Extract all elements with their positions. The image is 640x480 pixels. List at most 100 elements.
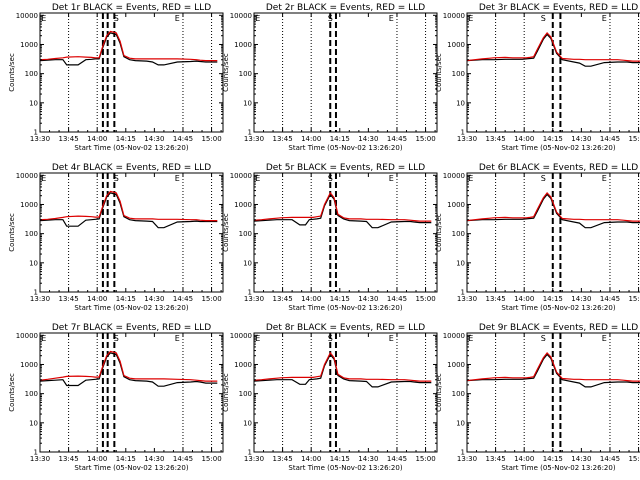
x-tick-label: 13:30 [457,455,477,463]
y-tick-label: 1000 [20,201,38,209]
x-tick-label: 14:15 [543,135,563,143]
y-tick-label: 10 [243,99,252,107]
region-letter: E [41,14,46,23]
x-tick-label: 14:00 [514,295,534,303]
y-tick-label: 100 [452,230,465,238]
x-tick-label: 14:45 [600,135,620,143]
x-tick-label: 14:45 [173,135,193,143]
y-axis-label: Counts/sec [8,373,16,412]
y-tick-label: 10000 [16,332,38,340]
y-tick-label: 10000 [230,332,252,340]
series-lld-line [466,351,640,382]
panel-title: Det 3r BLACK = Events, RED = LLD [479,3,638,13]
region-letter: E [468,14,473,23]
x-tick-label: 13:30 [244,135,264,143]
series-events-line [39,352,218,387]
series-events-line [466,33,640,67]
x-axis-label: Start Time (05-Nov-02 13:26:20) [74,464,188,472]
x-tick-label: 14:30 [571,295,591,303]
x-tick-label: 14:15 [330,455,350,463]
y-axis-label: Counts/sec [435,53,443,92]
y-tick-label: 1000 [234,361,252,369]
plot-frame [253,12,438,133]
y-tick-label: 10 [29,419,38,427]
y-tick-label: 10000 [443,332,465,340]
x-tick-label: 13:30 [244,455,264,463]
x-tick-label: 15:00 [415,455,435,463]
x-tick-label: 15:00 [201,455,221,463]
y-tick-label: 10000 [443,172,465,180]
x-tick-label: 14:00 [301,295,321,303]
x-tick-label: 14:30 [358,135,378,143]
y-tick-label: 100 [452,390,465,398]
x-axis-label: Start Time (05-Nov-02 13:26:20) [501,464,615,472]
y-tick-label: 10 [243,259,252,267]
y-tick-label: 10 [29,99,38,107]
y-tick-label: 10000 [16,12,38,20]
y-axis-label: Counts/sec [8,53,16,92]
series-events-line [39,32,218,66]
x-tick-label: 14:30 [358,455,378,463]
y-tick-label: 100 [25,70,38,78]
region-letter: E [389,334,394,343]
y-axis-label: Counts/sec [222,373,230,412]
y-tick-label: 1000 [447,361,465,369]
y-tick-label: 100 [25,230,38,238]
region-letter: E [175,174,180,183]
series-lld-line [466,31,640,62]
y-tick-label: 1000 [234,201,252,209]
region-letter: E [468,334,473,343]
x-tick-label: 14:00 [301,135,321,143]
y-tick-label: 100 [25,390,38,398]
region-letter: E [602,174,607,183]
x-tick-label: 14:30 [571,135,591,143]
y-axis-label: Counts/sec [222,213,230,252]
y-tick-label: 1000 [20,41,38,49]
plot-frame [466,172,640,293]
y-tick-label: 1 [461,449,465,457]
plot-frame [39,332,224,453]
x-tick-label: 14:45 [600,295,620,303]
y-tick-label: 1 [34,289,38,297]
x-tick-label: 13:30 [30,295,50,303]
series-lld-line [253,191,432,222]
plot-frame [253,172,438,293]
y-tick-label: 1 [248,449,252,457]
region-letter: E [468,174,473,183]
series-lld-line [466,191,640,222]
x-tick-label: 14:00 [87,455,107,463]
x-tick-label: 14:30 [144,455,164,463]
x-tick-label: 15:00 [415,295,435,303]
y-tick-label: 100 [239,230,252,238]
series-events-line [466,353,640,388]
panel-title: Det 6r BLACK = Events, RED = LLD [479,163,638,173]
x-tick-label: 15:00 [628,455,640,463]
region-letter: E [175,334,180,343]
panel-title: Det 7r BLACK = Events, RED = LLD [52,323,211,333]
region-letter: S [328,334,333,343]
x-tick-label: 13:30 [457,135,477,143]
x-axis-label: Start Time (05-Nov-02 13:26:20) [288,304,402,312]
x-axis-label: Start Time (05-Nov-02 13:26:20) [288,144,402,152]
x-tick-label: 15:00 [201,135,221,143]
series-events-line [253,193,432,229]
y-tick-label: 1000 [20,361,38,369]
x-tick-label: 14:15 [116,295,136,303]
panel-title: Det 4r BLACK = Events, RED = LLD [52,163,211,173]
y-tick-label: 1 [34,129,38,137]
y-tick-label: 10 [456,99,465,107]
y-tick-label: 100 [239,70,252,78]
region-letter: S [541,174,546,183]
region-letter: S [328,14,333,23]
x-axis-label: Start Time (05-Nov-02 13:26:20) [501,304,615,312]
y-axis-label: Counts/sec [8,213,16,252]
x-tick-label: 14:30 [571,455,591,463]
x-tick-label: 14:15 [116,135,136,143]
y-tick-label: 10 [29,259,38,267]
y-tick-label: 10000 [230,172,252,180]
series-lld-line [39,190,218,222]
